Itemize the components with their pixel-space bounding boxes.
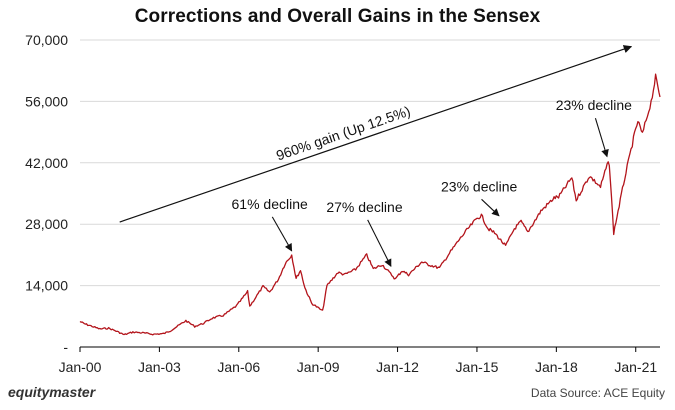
y-tick-label: 28,000 <box>25 216 68 232</box>
x-tick-label: Jan-15 <box>456 359 499 375</box>
x-tick-label: Jan-18 <box>535 359 578 375</box>
y-tick-label: 70,000 <box>25 32 68 48</box>
y-tick-label: - <box>63 339 68 355</box>
chart-title: Corrections and Overall Gains in the Sen… <box>134 6 541 27</box>
brand-logo-text: equitymaster <box>8 384 96 400</box>
decline-annotation: 23% decline <box>556 97 632 113</box>
y-tick-label: 56,000 <box>25 93 68 109</box>
x-tick-label: Jan-03 <box>138 359 181 375</box>
gridlines <box>80 39 660 287</box>
gain-arrow <box>119 45 633 223</box>
x-tick-label: Jan-12 <box>376 359 419 375</box>
x-tick-label: Jan-21 <box>614 359 657 375</box>
decline-annotation: 27% decline <box>326 199 402 215</box>
decline-arrow <box>367 219 392 267</box>
x-tick-label: Jan-09 <box>297 359 340 375</box>
y-tick-label: 42,000 <box>25 155 68 171</box>
x-tick-label: Jan-06 <box>217 359 260 375</box>
sensex-series-line <box>79 73 661 336</box>
gain-annotation: 960% gain (Up 12.5%) <box>274 103 412 164</box>
data-source-note: Data Source: ACE Equity <box>530 386 665 400</box>
x-tick-label: Jan-00 <box>59 359 102 375</box>
axes: - 14,000 28,000 42,000 56,000 70,000 Jan-00 Jan… <box>25 32 660 375</box>
decline-annotation: 61% decline <box>232 196 308 212</box>
series-layer <box>79 73 661 336</box>
decline-arrow <box>481 198 500 217</box>
annotations: 960% gain (Up 12.5%) 61% decline 27% decli… <box>119 45 633 267</box>
decline-arrow <box>594 118 609 158</box>
y-tick-label: 14,000 <box>25 278 68 294</box>
decline-arrow <box>271 216 293 252</box>
decline-annotation: 23% decline <box>441 178 517 194</box>
